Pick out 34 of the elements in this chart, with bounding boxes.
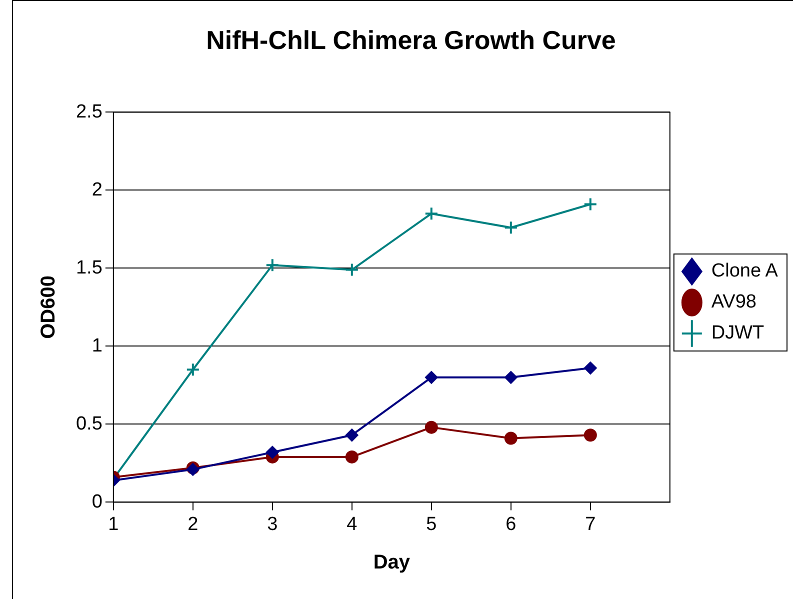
point [424, 206, 438, 221]
x-tick-label: 3 [267, 514, 278, 535]
x-tick-label: 7 [585, 514, 596, 535]
x-tick-label: 1 [108, 514, 119, 535]
point [583, 197, 598, 212]
y-tick-label: 0 [92, 491, 102, 512]
y-axis-title: OD600 [38, 276, 60, 339]
point [584, 428, 597, 442]
point [186, 362, 200, 377]
point [345, 450, 358, 464]
x-tick-label: 4 [346, 514, 358, 535]
point [424, 420, 438, 434]
y-tick-label: 0.5 [76, 413, 102, 434]
y-tick-label: 1 [92, 335, 102, 356]
point [504, 432, 518, 445]
legend-label: DJWT [711, 322, 765, 344]
y-tick-label: 2.5 [76, 101, 102, 122]
x-tick-label: 2 [188, 514, 198, 535]
y-tick-label: 2 [92, 179, 102, 200]
chart-title: NifH-ChlL Chimera Growth Curve [206, 24, 616, 55]
point [584, 362, 597, 375]
x-axis-title: Day [373, 552, 411, 574]
legend-label: Clone A [711, 260, 778, 282]
point [265, 258, 280, 272]
point [345, 428, 358, 442]
legend-label: AV98 [711, 292, 756, 313]
point [266, 446, 279, 459]
x-tick-label: 5 [426, 514, 437, 535]
point [504, 370, 518, 384]
point [504, 220, 518, 235]
y-tick-label: 1.5 [76, 257, 102, 278]
point [424, 370, 438, 384]
point [344, 262, 359, 277]
x-tick-label: 6 [506, 514, 516, 535]
